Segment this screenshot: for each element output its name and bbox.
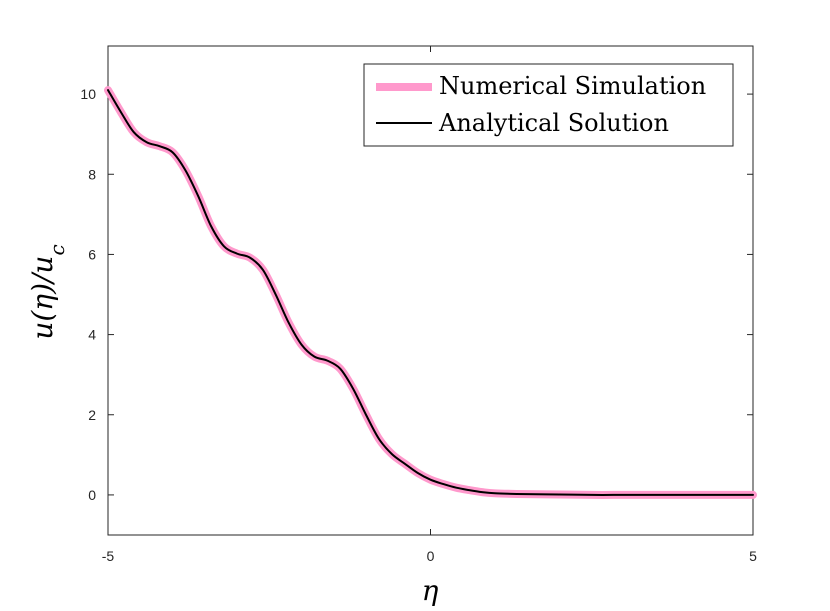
y-tick-label: 8 [88,166,96,182]
y-tick-label: 10 [80,86,96,102]
y-tick-label: 6 [88,246,96,262]
series-group [104,86,757,499]
y-tick-label: 4 [88,327,96,343]
analytical-solution-line [107,89,754,496]
legend-box [363,63,734,147]
legend-label-analytical: Analytical Solution [438,109,669,137]
y-axis-label: u(η)/uc [26,244,69,339]
axis-ticks: -5 0 5 0 2 4 6 8 10 [80,46,757,564]
x-tick-label: 0 [427,548,435,564]
x-tick-label: -5 [102,548,115,564]
y-tick-label: 2 [88,407,96,423]
legend: Numerical Simulation Analytical Solution [363,63,734,147]
y-tick-label: 0 [88,487,96,503]
x-tick-label: 5 [749,548,757,564]
x-axis-label: η [422,574,439,607]
legend-label-numerical: Numerical Simulation [439,72,706,100]
